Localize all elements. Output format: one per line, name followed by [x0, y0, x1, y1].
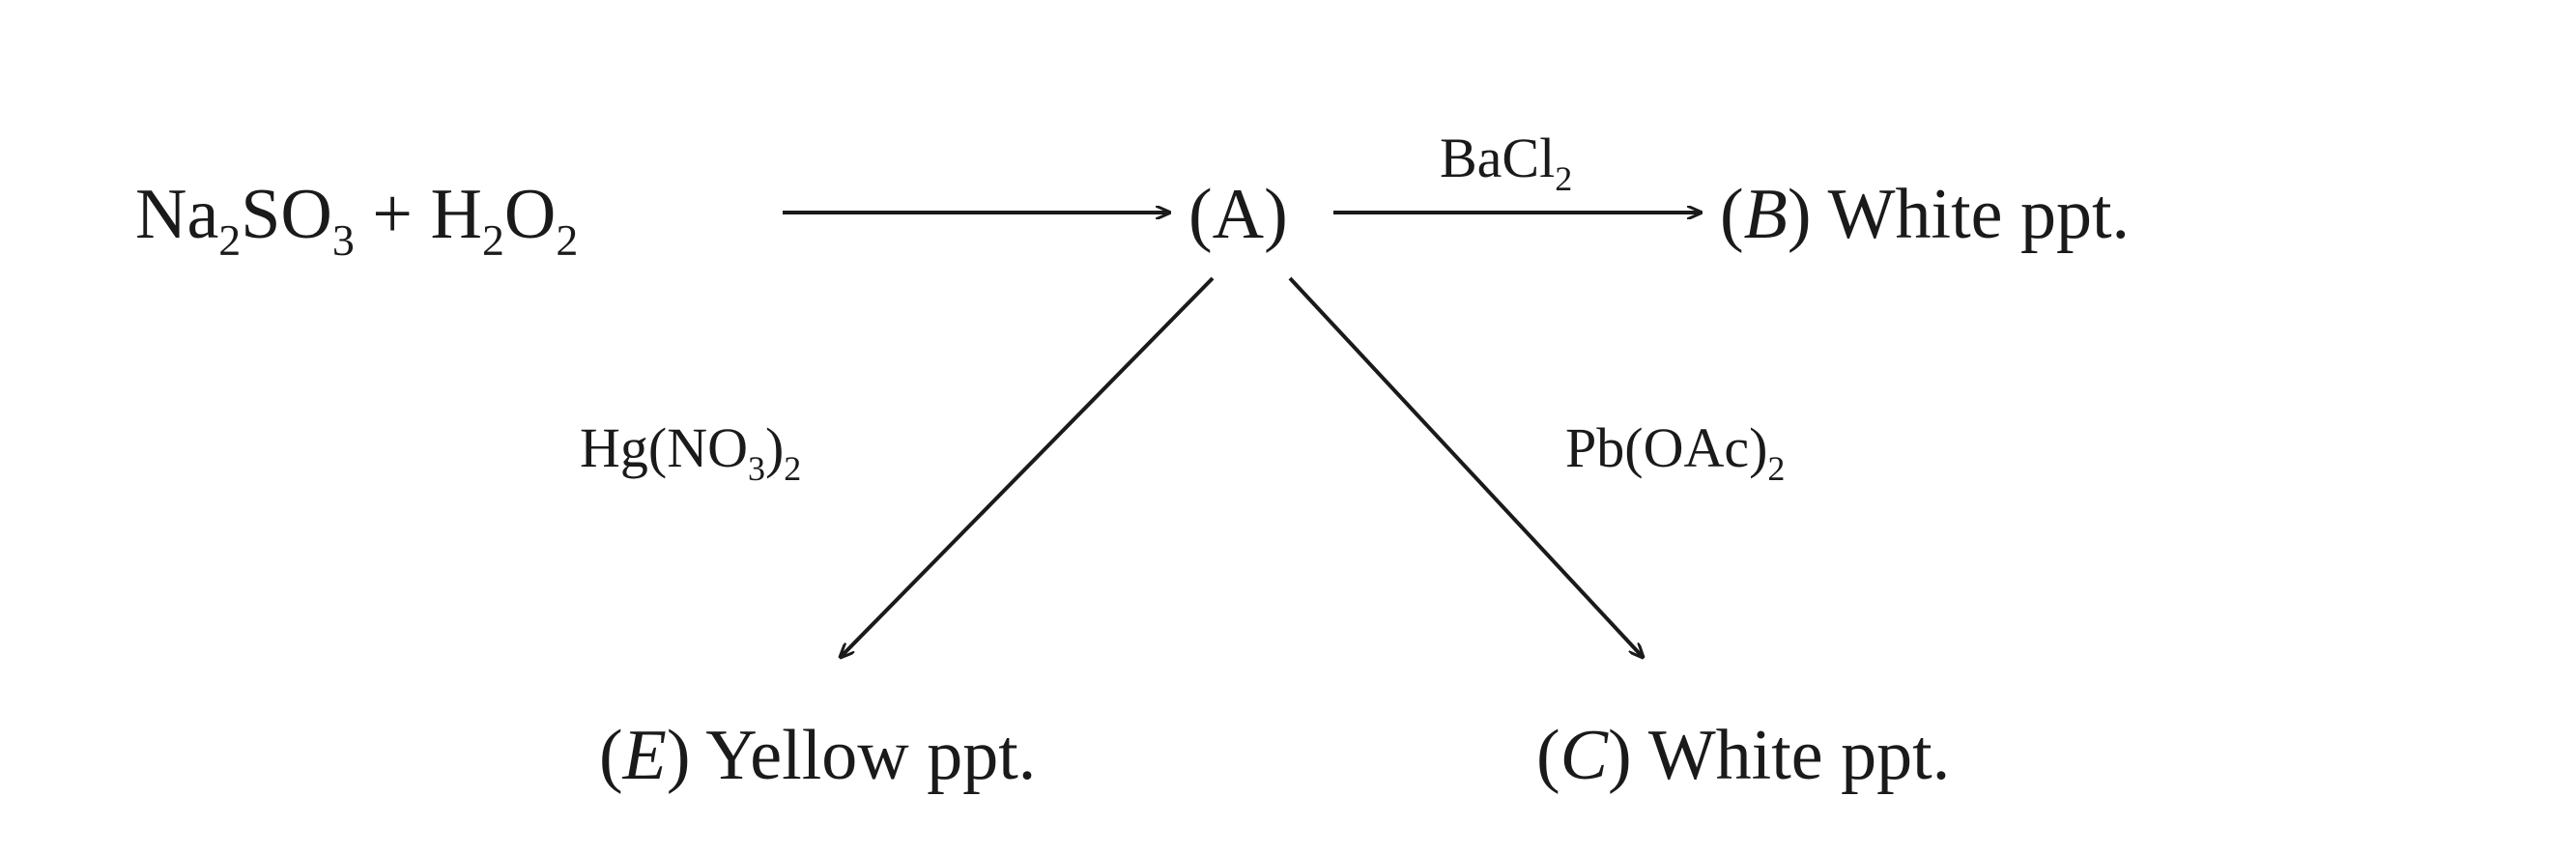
reagent-label-PbOAc2: Pb(OAc)2 [1565, 415, 1785, 488]
diagram-arrows-layer [0, 0, 2576, 854]
product-E-yellow-ppt: (E) Yellow ppt. [599, 715, 1036, 797]
arrow-A_to_E [841, 278, 1213, 657]
reagent-label-HgNO32: Hg(NO3)2 [580, 415, 801, 488]
product-A: (A) [1188, 174, 1288, 256]
product-B-white-ppt: (B) White ppt. [1720, 174, 2130, 256]
reagent-label-BaCl2: BaCl2 [1440, 126, 1572, 198]
reactants-formula: Na2SO3 + H2O2 [135, 174, 578, 264]
product-C-white-ppt: (C) White ppt. [1536, 715, 1950, 797]
